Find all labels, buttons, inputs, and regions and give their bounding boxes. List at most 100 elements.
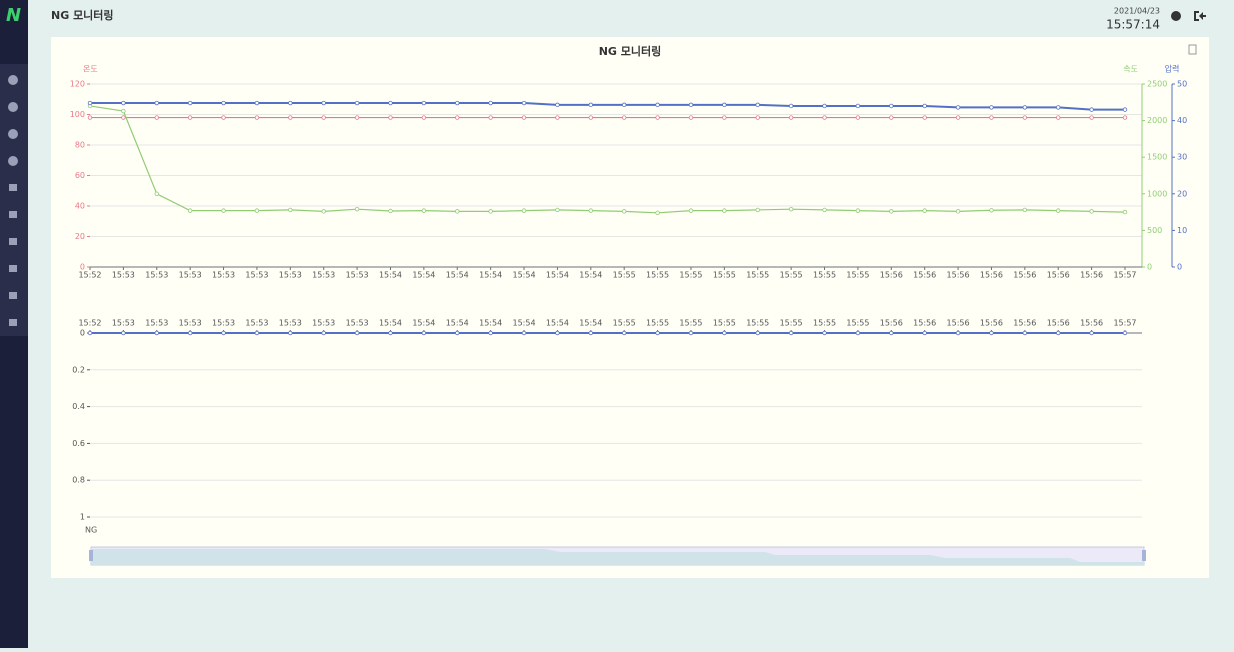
- data-point: [455, 330, 460, 336]
- data-point: [488, 209, 493, 214]
- x-tick-label: 15:54: [412, 319, 435, 328]
- x-tick-label: 15:53: [312, 319, 335, 328]
- data-point: [955, 209, 961, 214]
- x-tick-label: 15:56: [947, 271, 970, 280]
- data-point: [388, 330, 393, 336]
- data-point: [855, 103, 861, 109]
- data-point: [354, 100, 360, 106]
- data-point: [588, 115, 594, 120]
- data-point: [421, 208, 427, 213]
- data-point: [889, 209, 894, 214]
- data-point: [1122, 115, 1128, 120]
- data-point: [855, 330, 861, 336]
- slider-handle[interactable]: [89, 550, 93, 561]
- x-tick-label: 15:54: [579, 319, 602, 328]
- data-point: [521, 100, 527, 106]
- y-tick-label: 40: [75, 202, 85, 211]
- x-tick-label: 15:54: [546, 271, 569, 280]
- x-tick-label: 15:56: [880, 271, 903, 280]
- data-point: [521, 330, 527, 336]
- x-tick-label: 15:55: [746, 319, 769, 328]
- data-point: [955, 115, 961, 120]
- data-point: [989, 105, 994, 110]
- data-point: [655, 330, 660, 336]
- y-tick-label: 10: [1177, 226, 1187, 235]
- data-point: [288, 330, 293, 336]
- x-tick-label: 15:54: [379, 319, 402, 328]
- data-point: [1122, 209, 1128, 215]
- data-point: [254, 208, 260, 213]
- x-tick-label: 15:52: [78, 319, 101, 328]
- slider-handle[interactable]: [1142, 550, 1146, 561]
- x-tick-label: 15:53: [212, 319, 235, 328]
- series-line: [90, 102, 1125, 111]
- y-tick-label: 0: [80, 329, 85, 338]
- menu-icon[interactable]: [9, 265, 17, 272]
- data-point: [455, 115, 460, 120]
- x-tick-label: 15:55: [813, 319, 836, 328]
- menu-icon[interactable]: [9, 292, 17, 299]
- data-point: [822, 207, 827, 213]
- x-tick-label: 15:54: [479, 271, 502, 280]
- menu-icon[interactable]: [9, 184, 17, 191]
- data-point: [1089, 115, 1094, 120]
- data-point: [388, 100, 393, 106]
- x-tick-label: 15:56: [1013, 271, 1036, 280]
- x-tick-label: 15:55: [646, 271, 669, 280]
- menu-icon[interactable]: [8, 102, 18, 112]
- x-tick-label: 15:54: [479, 319, 502, 328]
- data-point: [722, 102, 727, 108]
- x-tick-label: 15:52: [78, 271, 101, 280]
- menu-icon[interactable]: [9, 211, 17, 218]
- data-point: [922, 115, 927, 120]
- data-point: [621, 330, 627, 336]
- data-point: [688, 102, 694, 108]
- data-point: [87, 100, 93, 106]
- data-point: [1056, 330, 1061, 336]
- y-tick-label: 0.6: [72, 439, 85, 448]
- data-point: [121, 330, 126, 336]
- x-tick-label: 15:56: [1080, 319, 1103, 328]
- data-point: [922, 103, 927, 109]
- menu-icon[interactable]: [8, 156, 18, 166]
- date: 2021/04/23: [1114, 7, 1160, 16]
- data-point: [922, 208, 927, 213]
- y-tick-label: 0.2: [72, 365, 85, 374]
- data-point: [87, 115, 93, 120]
- logout-button[interactable]: [1194, 11, 1206, 21]
- menu-icon[interactable]: [8, 75, 18, 85]
- data-point: [889, 103, 894, 109]
- x-tick-label: 15:55: [780, 271, 803, 280]
- data-point: [788, 206, 794, 212]
- data-point: [1056, 115, 1061, 120]
- data-point: [388, 115, 393, 120]
- data-point: [655, 115, 660, 120]
- panel: [51, 37, 1209, 578]
- x-tick-label: 15:56: [980, 271, 1003, 280]
- data-point: [555, 330, 560, 336]
- menu-icon[interactable]: [9, 238, 17, 245]
- x-tick-label: 15:54: [446, 319, 469, 328]
- data-point: [688, 330, 694, 336]
- settings-button[interactable]: [1171, 11, 1181, 21]
- data-point: [1089, 107, 1094, 112]
- logo: N: [6, 5, 21, 26]
- x-tick-label: 15:56: [1013, 319, 1036, 328]
- time: 15:57:14: [1106, 18, 1160, 32]
- y-tick-label: 0: [80, 263, 85, 272]
- menu-icons: [8, 75, 18, 326]
- data-point: [1022, 207, 1028, 213]
- x-tick-label: 15:54: [579, 271, 602, 280]
- x-tick-label: 15:56: [947, 319, 970, 328]
- data-point: [321, 209, 326, 214]
- data-point: [889, 115, 894, 120]
- menu-icon[interactable]: [9, 319, 17, 326]
- zoom-slider: [89, 546, 1146, 566]
- y-tick-label: 30: [1177, 153, 1187, 162]
- menu-icon[interactable]: [8, 129, 18, 139]
- download-button[interactable]: [1188, 44, 1197, 55]
- data-point: [455, 100, 460, 106]
- data-point: [421, 115, 427, 120]
